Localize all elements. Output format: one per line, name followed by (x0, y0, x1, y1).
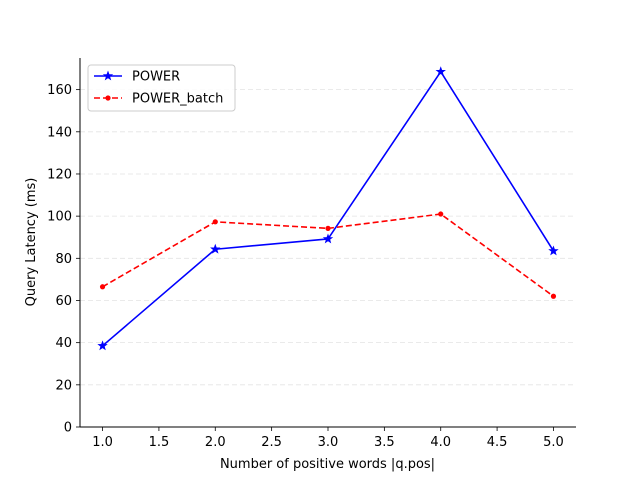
legend-label: POWER_batch (132, 92, 223, 107)
data-point (325, 225, 331, 231)
data-point (550, 293, 557, 299)
x-tick-label: 3.0 (318, 435, 339, 450)
x-tick-label: 1.5 (149, 435, 170, 450)
x-tick-label: 5.0 (543, 435, 564, 450)
legend: POWER POWER_batch (87, 64, 236, 112)
tick-marks: 1.0 1.5 2.0 2.5 3.0 3.5 4.0 4.5 5.0 0 20 40 60 80 100 1… (47, 83, 564, 450)
y-tick-label: 120 (47, 167, 72, 182)
y-axis-label: Query Latency (ms) (24, 178, 39, 307)
series-1 (99, 211, 557, 299)
data-point (212, 219, 218, 225)
axes (79, 58, 576, 428)
x-axis-label: Number of positive words |q.pos| (220, 457, 435, 472)
legend-box (87, 64, 236, 112)
y-tick-label: 80 (55, 252, 72, 267)
x-tick-label: 4.5 (487, 435, 508, 450)
data-point (322, 233, 334, 244)
y-tick-label: 140 (47, 125, 72, 140)
series-line (102, 70, 555, 347)
legend-marker (102, 70, 114, 81)
series-0 (97, 66, 559, 351)
x-tick-label: 3.5 (374, 435, 395, 450)
data-point (99, 284, 106, 290)
data-point (435, 66, 446, 77)
y-tick-label: 100 (47, 210, 72, 225)
y-tick-label: 0 (64, 421, 72, 436)
x-tick-label: 4.0 (430, 435, 451, 450)
x-tick-label: 2.5 (261, 435, 282, 450)
y-tick-label: 40 (55, 336, 72, 351)
legend-marker (105, 95, 111, 101)
data-point (97, 340, 108, 351)
y-tick-label: 60 (55, 294, 72, 309)
x-tick-label: 2.0 (205, 435, 226, 450)
y-tick-label: 160 (47, 83, 72, 98)
data-point (548, 245, 559, 256)
x-tick-label: 1.0 (92, 435, 113, 450)
data-point (210, 243, 221, 254)
y-tick-label: 20 (55, 378, 72, 393)
data-series (97, 66, 559, 351)
data-point (438, 211, 444, 217)
grid-lines (80, 89, 576, 386)
legend-label: POWER (132, 70, 180, 85)
